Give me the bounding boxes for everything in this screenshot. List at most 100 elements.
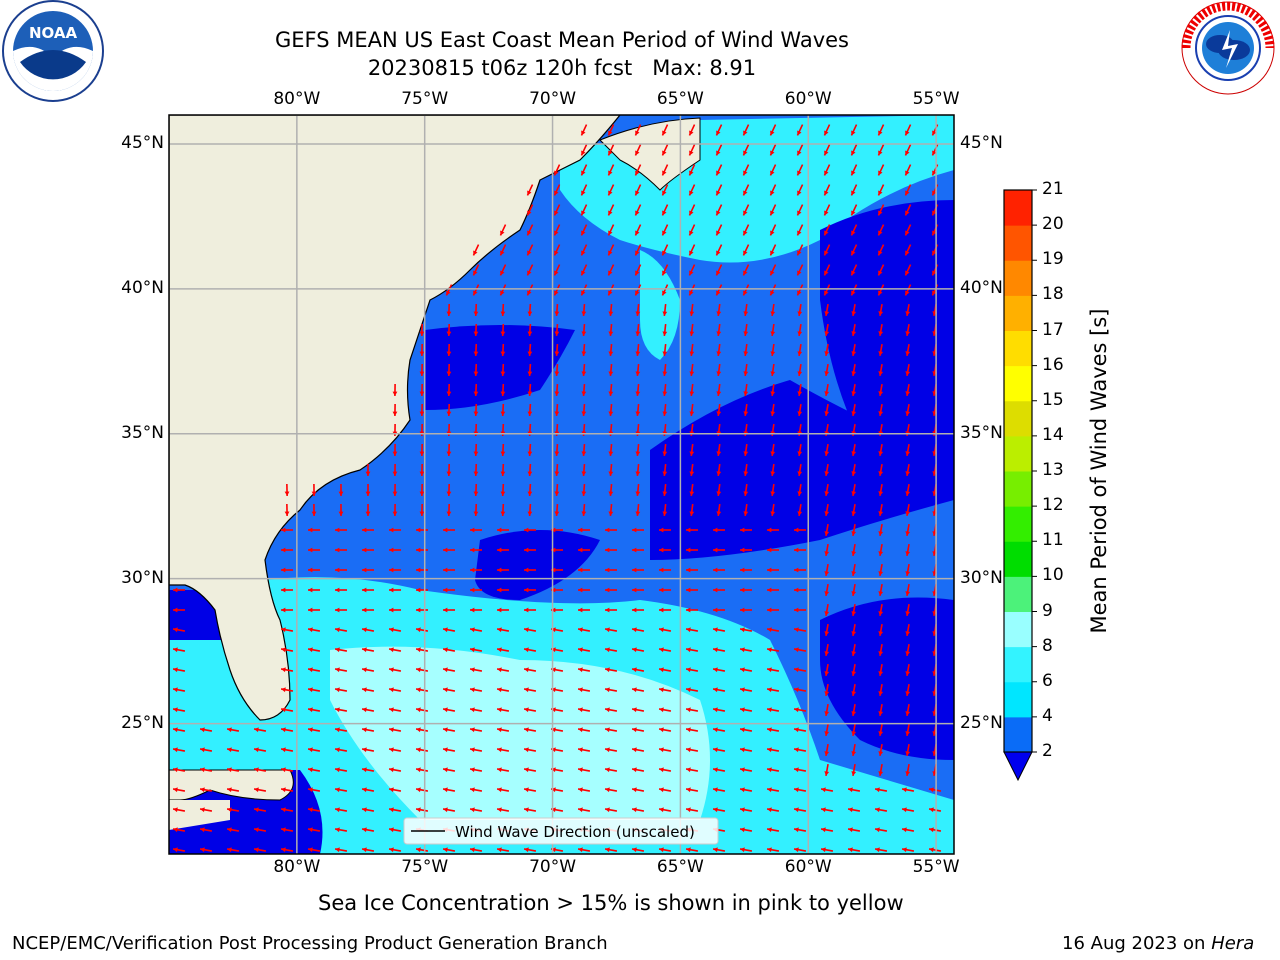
- wind-arrow-head: [767, 667, 772, 673]
- wind-arrow-head: [662, 311, 668, 316]
- wind-arrow-head: [500, 270, 505, 276]
- wind-arrow-head: [362, 647, 367, 653]
- wind-arrow-head: [173, 627, 178, 633]
- wind-arrow-head: [578, 527, 583, 533]
- wind-arrow-head: [824, 331, 830, 336]
- wind-arrow-head: [878, 671, 884, 676]
- wind-arrow-head: [497, 707, 502, 713]
- wind-arrow-head: [281, 807, 286, 813]
- wind-arrow-head: [581, 491, 587, 496]
- wind-arrow-head: [308, 847, 313, 853]
- wind-arrow-head: [851, 150, 856, 156]
- wind-arrow-head: [578, 667, 583, 673]
- lat-label-right: 40°N: [960, 277, 1003, 298]
- wind-arrow-head: [551, 647, 556, 653]
- lon-label-bottom: 60°W: [784, 857, 832, 877]
- wind-arrow-head: [740, 587, 745, 593]
- wind-arrow-head: [743, 250, 748, 256]
- wind-arrow-head: [473, 491, 479, 496]
- wind-arrow-head: [770, 391, 776, 396]
- wind-arrow-head: [662, 351, 668, 356]
- wind-arrow-head: [740, 607, 745, 613]
- wind-arrow-head: [905, 551, 911, 556]
- wind-arrow-head: [635, 190, 640, 196]
- wind-arrow-head: [635, 311, 641, 316]
- colorbar-segment: [1004, 190, 1032, 226]
- wind-arrow-head: [551, 787, 556, 793]
- wind-arrow-head: [713, 807, 718, 813]
- wind-arrow-head: [227, 767, 232, 773]
- wind-arrow-head: [554, 351, 560, 356]
- wind-arrow-head: [500, 451, 506, 456]
- wind-arrow-head: [905, 691, 911, 696]
- wind-arrow-head: [635, 451, 641, 456]
- wind-arrow-head: [281, 707, 286, 713]
- wind-arrow-head: [797, 210, 802, 216]
- wind-arrow-head: [851, 631, 857, 636]
- wind-arrow-head: [632, 607, 637, 613]
- wind-arrow-head: [254, 747, 259, 753]
- wind-arrow-head: [635, 170, 640, 176]
- wind-arrow-head: [608, 411, 614, 416]
- wind-arrow-head: [740, 847, 745, 853]
- wind-arrow-head: [824, 190, 829, 196]
- wind-arrow-head: [929, 827, 934, 833]
- wind-arrow-head: [473, 331, 479, 336]
- date-text: 16 Aug 2023 on: [1062, 933, 1206, 954]
- chart-subtitle: 20230815 t06z 120h fcst Max: 8.91: [367, 56, 757, 80]
- wind-arrow-head: [605, 727, 610, 733]
- wind-arrow-head: [227, 787, 232, 793]
- colorbar-segment: [1004, 260, 1032, 296]
- wind-arrow-head: [716, 190, 721, 196]
- wind-arrow-head: [389, 627, 394, 633]
- wind-arrow-head: [227, 847, 232, 853]
- wind-arrow-head: [686, 767, 691, 773]
- wind-arrow-head: [878, 230, 883, 236]
- wind-arrow-head: [770, 311, 776, 316]
- wind-arrow-head: [281, 747, 286, 753]
- wind-arrow-head: [770, 190, 775, 196]
- wind-arrow-head: [308, 547, 313, 553]
- wind-arrow-head: [743, 230, 748, 236]
- wind-arrow-head: [713, 587, 718, 593]
- wind-arrow-head: [335, 607, 340, 613]
- wind-arrow-head: [851, 210, 856, 216]
- wind-arrow-head: [524, 567, 529, 573]
- wind-arrow-head: [851, 250, 856, 256]
- wind-arrow-head: [578, 847, 583, 853]
- wind-arrow-head: [878, 551, 884, 556]
- colorbar-segment: [1004, 225, 1032, 261]
- colorbar-tick-label: 19: [1042, 249, 1064, 270]
- wind-arrow-head: [659, 607, 664, 613]
- wind-arrow-head: [473, 270, 478, 276]
- wind-arrow-head: [335, 787, 340, 793]
- wind-arrow-head: [254, 807, 259, 813]
- wind-arrow-head: [362, 747, 367, 753]
- wind-arrow-head: [686, 627, 691, 633]
- lon-label-top: 75°W: [401, 89, 449, 109]
- wind-arrow-head: [497, 547, 502, 553]
- wind-arrow-head: [848, 807, 853, 813]
- wind-arrow-head: [824, 230, 829, 236]
- wind-arrow-head: [905, 491, 911, 496]
- wind-arrow-head: [308, 787, 313, 793]
- wind-arrow-head: [797, 331, 803, 336]
- wind-arrow-head: [473, 511, 479, 516]
- wind-arrow-head: [173, 647, 178, 653]
- wind-arrow-head: [335, 707, 340, 713]
- wind-arrow-head: [389, 567, 394, 573]
- wind-arrow-head: [527, 371, 533, 376]
- wind-arrow-head: [362, 767, 367, 773]
- lon-label-top: 55°W: [912, 89, 960, 109]
- wind-arrow-head: [581, 270, 586, 276]
- lon-label-bottom: 65°W: [656, 857, 704, 877]
- wind-arrow-head: [635, 230, 640, 236]
- wind-arrow-head: [389, 707, 394, 713]
- wind-arrow-head: [608, 511, 614, 516]
- wind-arrow-head: [362, 527, 367, 533]
- wind-arrow-head: [851, 230, 856, 236]
- wind-arrow-head: [662, 451, 668, 456]
- wind-arrow-head: [851, 731, 857, 736]
- deep-blue-patch-3: [650, 380, 954, 560]
- wind-arrow-head: [443, 627, 448, 633]
